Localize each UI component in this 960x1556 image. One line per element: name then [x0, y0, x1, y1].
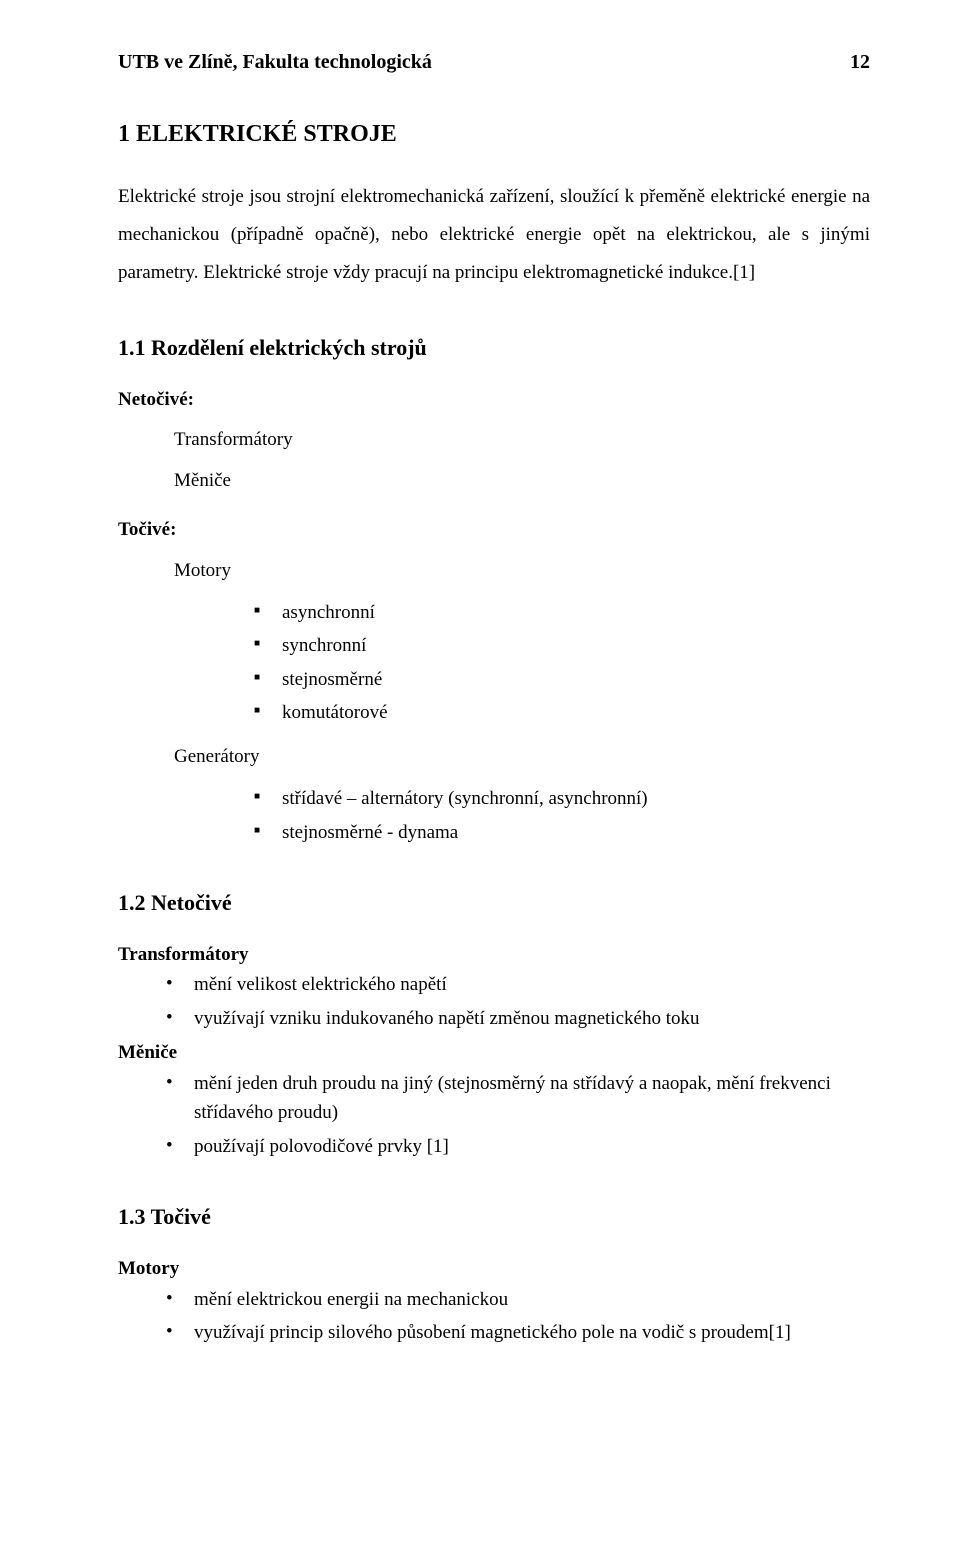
list-item: stejnosměrné - dynama: [282, 818, 870, 847]
label-netocive: Netočivé:: [118, 386, 870, 414]
list-item: používají polovodičové prvky [1]: [194, 1132, 870, 1161]
list-item: využívají vzniku indukovaného napětí změ…: [194, 1004, 870, 1033]
heading-1-3: 1.3 Točivé: [118, 1201, 870, 1233]
label-transformatory: Transformátory: [118, 941, 870, 969]
list-item: mění jeden druh proudu na jiný (stejnosm…: [194, 1069, 870, 1128]
list-item: komutátorové: [282, 698, 870, 727]
intro-paragraph: Elektrické stroje jsou strojní elektrome…: [118, 178, 870, 292]
sub-motory: Motory: [174, 556, 870, 586]
header-left: UTB ve Zlíně, Fakulta technologická: [118, 48, 432, 77]
list-generatory: střídavé – alternátory (synchronní, asyn…: [282, 784, 870, 847]
list-item: střídavé – alternátory (synchronní, asyn…: [282, 784, 870, 813]
list-item: asynchronní: [282, 598, 870, 627]
sub-generatory: Generátory: [174, 742, 870, 772]
list-item: stejnosměrné: [282, 665, 870, 694]
list-item: Měniče: [174, 466, 870, 496]
page-header: UTB ve Zlíně, Fakulta technologická 12: [118, 48, 870, 77]
list-netocive: Transformátory Měniče: [174, 425, 870, 496]
list-item: Transformátory: [174, 425, 870, 455]
list-item: mění elektrickou energii na mechanickou: [194, 1285, 870, 1314]
list-motory-2: mění elektrickou energii na mechanickou …: [194, 1285, 870, 1348]
label-tocive: Točivé:: [118, 516, 870, 544]
heading-1: 1 ELEKTRICKÉ STROJE: [118, 117, 870, 152]
list-item: Motory: [174, 556, 870, 586]
heading-1-2: 1.2 Netočivé: [118, 887, 870, 919]
label-motory-2: Motory: [118, 1255, 870, 1283]
list-item: využívají princip silového působení magn…: [194, 1318, 870, 1347]
header-page-number: 12: [850, 48, 870, 77]
list-item: Generátory: [174, 742, 870, 772]
list-item: mění velikost elektrického napětí: [194, 970, 870, 999]
list-item: synchronní: [282, 631, 870, 660]
list-motory: asynchronní synchronní stejnosměrné komu…: [282, 598, 870, 728]
heading-1-1: 1.1 Rozdělení elektrických strojů: [118, 332, 870, 364]
list-transformatory: mění velikost elektrického napětí využív…: [194, 970, 870, 1033]
label-menice: Měniče: [118, 1039, 870, 1067]
list-menice: mění jeden druh proudu na jiný (stejnosm…: [194, 1069, 870, 1161]
